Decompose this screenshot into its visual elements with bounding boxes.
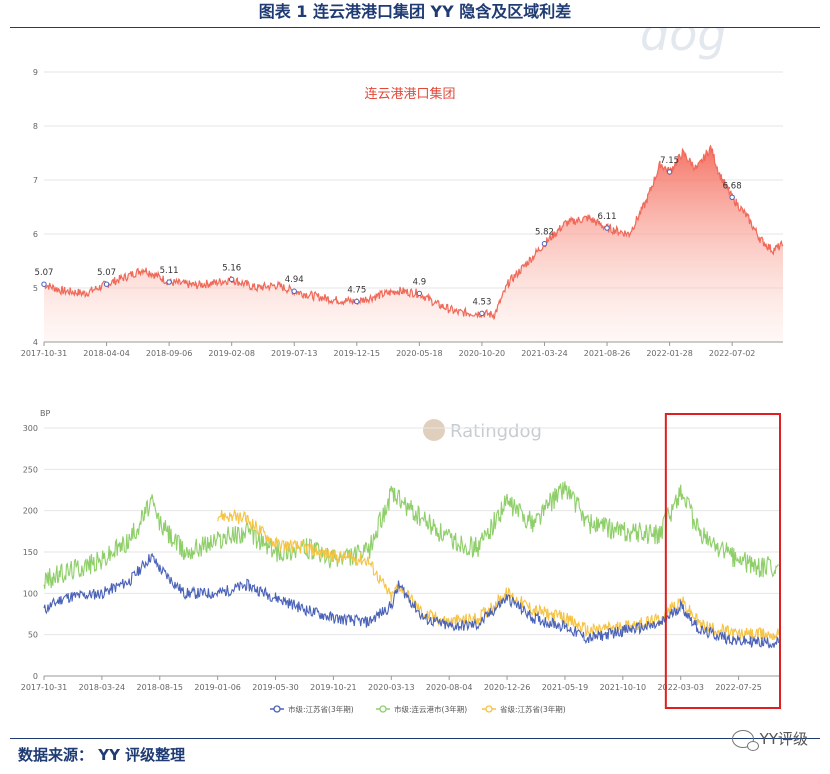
- bottom-rule: [10, 738, 820, 739]
- y-tick-label: 9: [33, 68, 38, 77]
- data-label: 4.94: [285, 275, 304, 285]
- data-point: [354, 298, 360, 305]
- data-point: [103, 281, 110, 287]
- x-tick-label: 2019-12-15: [334, 349, 381, 358]
- y-tick-label: 0: [33, 672, 38, 681]
- data-point: [166, 279, 172, 285]
- x-tick-label: 2018-04-04: [83, 349, 130, 358]
- y-tick-label: 4: [33, 338, 38, 347]
- x-tick-label: 2019-05-30: [252, 683, 299, 692]
- data-point: [416, 290, 423, 297]
- x-tick-label: 2021-03-24: [521, 349, 568, 358]
- legend-marker: [379, 705, 387, 713]
- x-tick-label: 2020-12-26: [484, 683, 531, 692]
- y-tick-label: 7: [33, 176, 38, 185]
- data-point: [41, 281, 47, 287]
- x-tick-label: 2018-09-06: [146, 349, 193, 358]
- x-tick-label: 2021-10-10: [600, 683, 647, 692]
- data-label: 5.07: [35, 268, 54, 278]
- y-tick-label: 6: [33, 230, 38, 239]
- x-tick-label: 2019-01-06: [194, 683, 241, 692]
- y-axis-unit: BP: [40, 409, 50, 418]
- top-rule: [10, 27, 820, 28]
- svg-text:Ratingdog: Ratingdog: [450, 421, 542, 442]
- data-point: [541, 241, 548, 247]
- x-tick-label: 2021-05-19: [542, 683, 589, 692]
- data-label: 5.07: [97, 268, 116, 278]
- data-point: [604, 225, 610, 231]
- wechat-name: YY评级: [759, 730, 808, 748]
- wechat-brand: YY评级: [731, 728, 808, 751]
- x-tick-label: 2020-03-13: [368, 683, 415, 692]
- watermark-bottom: Ratingdog: [423, 419, 542, 442]
- data-point: [228, 276, 235, 283]
- y-tick-label: 300: [23, 424, 38, 433]
- series-area: [44, 145, 783, 342]
- highlight-box: [664, 413, 781, 709]
- data-point: [479, 310, 485, 317]
- x-tick-label: 2022-03-03: [657, 683, 704, 692]
- x-tick-label: 2019-10-21: [310, 683, 357, 692]
- data-label: 7.15: [660, 156, 679, 166]
- legend-marker: [273, 705, 281, 713]
- series-line-2: [217, 509, 779, 641]
- y-tick-label: 100: [23, 589, 38, 598]
- figure-title: 图表 1 连云港港口集团 YY 隐含及区域利差: [258, 2, 572, 21]
- y-tick-label: 250: [23, 465, 38, 474]
- data-label: 4.9: [413, 277, 427, 287]
- x-tick-label: 2018-03-24: [79, 683, 126, 692]
- x-tick-label: 2019-07-13: [271, 349, 318, 358]
- x-tick-label: 2018-08-15: [137, 683, 184, 692]
- data-point: [666, 169, 673, 175]
- data-label: 6.68: [723, 181, 742, 191]
- y-tick-label: 200: [23, 507, 38, 516]
- x-tick-label: 2017-10-31: [21, 349, 68, 358]
- x-tick-label: 2019-02-08: [208, 349, 255, 358]
- y-tick-label: 5: [33, 284, 38, 293]
- series-line-0: [43, 552, 779, 649]
- top-chart-title: 连云港港口集团: [364, 86, 455, 102]
- data-label: 4.75: [347, 286, 366, 296]
- data-label: 4.53: [472, 297, 491, 307]
- legend: 市级:江苏省(3年期) 市级:连云港市(3年期) 省级:江苏省(3年期): [270, 704, 566, 714]
- x-tick-label: 2017-10-31: [21, 683, 68, 692]
- data-source-note: 数据来源： YY 评级整理: [18, 746, 186, 764]
- series-line-1: [43, 481, 779, 590]
- bottom-line-chart: Ratingdog BP 0 50 100 150 200 250 300 2017-10-3…: [21, 409, 781, 714]
- data-label: 5.16: [222, 263, 241, 273]
- legend-marker: [485, 705, 493, 713]
- data-point: [291, 288, 297, 294]
- watermark-top: dog: [640, 28, 727, 61]
- y-tick-label: 50: [28, 631, 38, 640]
- data-point: [729, 194, 735, 200]
- data-label: 6.11: [598, 212, 617, 222]
- x-tick-label: 2022-01-28: [646, 349, 693, 358]
- y-tick-label: 8: [33, 122, 38, 131]
- legend-label: 市级:江苏省(3年期): [288, 704, 354, 714]
- top-area-chart: dog 5.07 5.07 5.11 5.16 4.94 4.75 4.9 4.53 5.82 6…: [21, 28, 784, 358]
- x-tick-label: 2021-08-26: [584, 349, 631, 358]
- wechat-icon: [731, 729, 759, 751]
- x-tick-label: 2022-07-25: [715, 683, 762, 692]
- x-tick-label: 2020-10-20: [459, 349, 506, 358]
- y-tick-label: 150: [23, 548, 38, 557]
- data-label: 5.11: [160, 266, 179, 276]
- x-tick-label: 2022-07-02: [709, 349, 756, 358]
- data-label: 5.82: [535, 228, 554, 238]
- legend-label: 市级:连云港市(3年期): [394, 704, 467, 714]
- x-tick-label: 2020-08-04: [426, 683, 473, 692]
- x-tick-label: 2020-05-18: [396, 349, 443, 358]
- legend-label: 省级:江苏省(3年期): [500, 704, 566, 714]
